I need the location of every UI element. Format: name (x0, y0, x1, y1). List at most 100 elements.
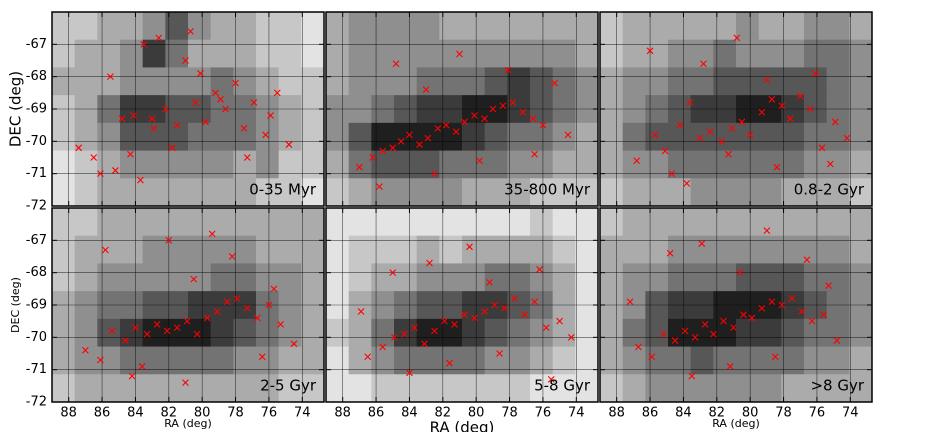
density-cell (233, 122, 257, 152)
density-cell (210, 374, 234, 402)
density-cell (552, 178, 576, 206)
density-cell (233, 263, 257, 292)
density-cell (736, 39, 760, 68)
density-cell (439, 208, 463, 237)
marker-x (192, 99, 199, 106)
density-cell (507, 346, 531, 375)
x-tick-label: 78 (227, 406, 244, 421)
marker-x (798, 308, 806, 315)
panel-frame (599, 207, 873, 403)
density-cell (781, 122, 805, 152)
density-cell (575, 374, 598, 402)
density-cell (600, 67, 624, 96)
density-cell (416, 150, 440, 179)
marker-x (686, 99, 694, 106)
density-cell (781, 12, 805, 41)
density-cell (622, 374, 646, 402)
density-cell (826, 150, 850, 179)
panel: 88 86 84 82 80 78 76 74 5-8 Gyr RA (deg) (325, 207, 599, 432)
density-cell (120, 39, 144, 68)
density-cell (462, 346, 486, 375)
marker-x (389, 269, 397, 277)
marker-x (466, 243, 473, 251)
density-cell (849, 374, 872, 402)
x-tick-label: 80 (468, 406, 485, 421)
density-cell (416, 263, 440, 292)
marker-x (222, 105, 229, 113)
density-cell (165, 39, 189, 68)
density-cell (804, 12, 828, 41)
marker-x (397, 137, 405, 145)
density-cell (826, 208, 850, 237)
density-cell (826, 374, 850, 402)
density-cell (849, 12, 872, 41)
density-cell (552, 67, 576, 96)
density-cell (575, 39, 598, 68)
density-cell (52, 208, 76, 237)
panel-label: >8 Gyr (810, 377, 864, 395)
density-cell (781, 235, 805, 264)
density-cell (278, 122, 302, 152)
marker-x (511, 295, 518, 302)
density-cell (600, 346, 624, 375)
density-cell (256, 263, 280, 292)
x-tick-label: 82 (709, 406, 726, 421)
marker-x (153, 321, 161, 328)
x-axis-label: RA (deg) (164, 417, 212, 430)
marker-x (651, 131, 659, 139)
density-cell (120, 122, 144, 152)
density-cell (530, 150, 554, 179)
marker-x (542, 324, 550, 332)
density-cell (210, 12, 234, 41)
density-cell (668, 67, 692, 96)
marker-x (137, 176, 144, 184)
density-cell (74, 178, 98, 206)
panel: 88 86 84 82 80 78 76 74 >8 Gyr RA (deg) (599, 207, 873, 430)
density-cell (348, 39, 372, 68)
marker-x (102, 246, 109, 254)
density-cell (278, 67, 302, 96)
density-cell (188, 235, 212, 264)
density-cell (690, 12, 714, 41)
marker-x (773, 163, 781, 171)
density-cell (326, 12, 350, 41)
density-cell (416, 208, 440, 237)
density-cell (668, 374, 692, 402)
density-cell (326, 346, 350, 375)
marker-x (107, 73, 114, 81)
marker-x (132, 324, 139, 332)
x-tick-label: 74 (842, 406, 859, 421)
marker-x (421, 340, 428, 348)
density-cell (600, 318, 624, 348)
marker-x (232, 79, 239, 87)
marker-x (536, 266, 543, 273)
marker-x (486, 278, 493, 286)
density-cell (394, 263, 418, 292)
density-cell (645, 318, 669, 348)
marker-x (786, 115, 794, 123)
marker-x (648, 353, 656, 361)
density-cell (371, 374, 395, 402)
marker-x (379, 147, 387, 155)
density-cell (256, 374, 280, 402)
marker-x (481, 115, 488, 123)
density-cell (74, 263, 98, 292)
density-cell (690, 150, 714, 179)
density-cell (849, 346, 872, 375)
density-cell (849, 318, 872, 348)
density-cell (600, 263, 624, 292)
density-cell (301, 208, 324, 237)
density-cell (484, 178, 508, 206)
marker-x (496, 350, 503, 357)
marker-x (108, 327, 116, 335)
density-cell (416, 235, 440, 264)
density-cell (326, 150, 350, 179)
marker-x (233, 295, 241, 302)
density-cell (552, 263, 576, 292)
panel: -72 -71 -70 -69 -68 -67 0-35 Myr DEC (deg) (7, 11, 325, 214)
density-cell (668, 346, 692, 375)
marker-x (265, 301, 273, 309)
density-cell (74, 346, 98, 375)
density-cell (394, 39, 418, 68)
density-cell (507, 208, 531, 237)
